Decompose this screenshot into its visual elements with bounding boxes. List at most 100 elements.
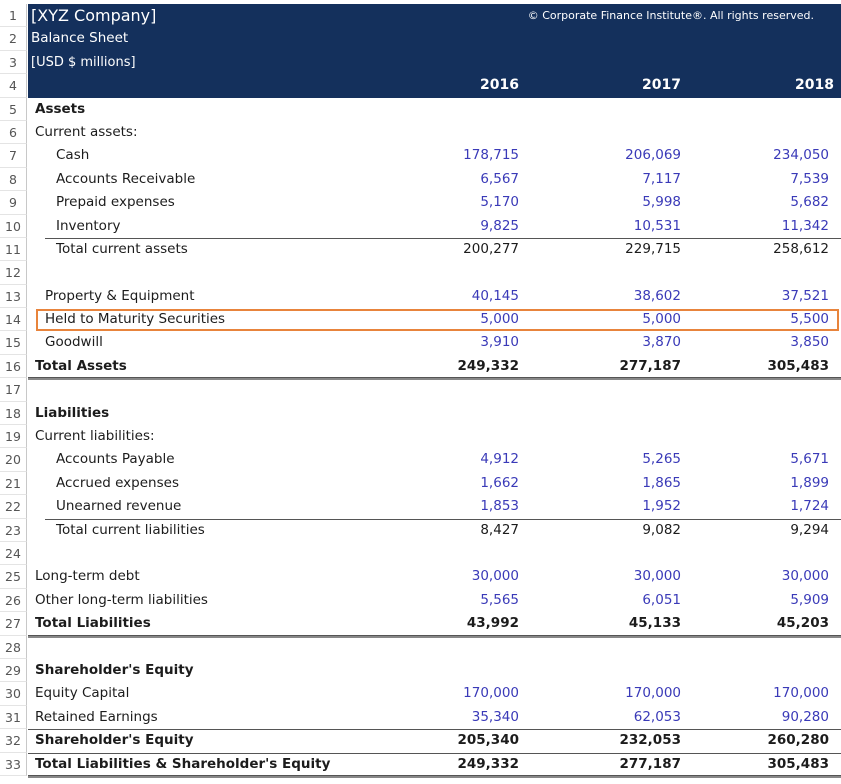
row-label[interactable]: Long-term debt: [35, 568, 140, 585]
value-2016[interactable]: 8,427: [480, 521, 519, 538]
row-number[interactable]: 14: [0, 308, 27, 332]
row-label[interactable]: Property & Equipment: [45, 287, 195, 304]
row-number[interactable]: 6: [0, 120, 27, 145]
row-label[interactable]: Equity Capital: [35, 685, 130, 702]
value-2018[interactable]: 90,280: [781, 708, 829, 725]
row-label[interactable]: Current assets:: [35, 123, 138, 140]
row-number[interactable]: 33: [0, 752, 27, 776]
value-2018[interactable]: 170,000: [773, 685, 829, 702]
row-number[interactable]: 17: [0, 378, 27, 402]
value-2018[interactable]: 258,612: [773, 240, 829, 257]
row-number[interactable]: 4: [0, 74, 27, 98]
row-label[interactable]: Total current assets: [56, 240, 188, 257]
row-label[interactable]: Held to Maturity Securities: [45, 311, 226, 328]
value-2017[interactable]: 170,000: [625, 685, 681, 702]
value-2017[interactable]: 3,870: [642, 334, 681, 351]
row-number[interactable]: 26: [0, 588, 27, 613]
value-2017[interactable]: 1,865: [642, 474, 681, 491]
value-2017[interactable]: 277,187: [619, 357, 682, 374]
value-2016[interactable]: 170,000: [463, 685, 519, 702]
row-label[interactable]: Current liabilities:: [35, 428, 155, 445]
row-label[interactable]: Total current liabilities: [56, 521, 205, 538]
row-number[interactable]: 3: [0, 50, 27, 75]
value-2016[interactable]: 43,992: [466, 615, 519, 632]
row-number[interactable]: 28: [0, 635, 27, 659]
value-2018[interactable]: 5,500: [790, 311, 829, 328]
row-number[interactable]: 20: [0, 448, 27, 472]
row-number[interactable]: 11: [0, 237, 27, 262]
row-label[interactable]: Cash: [56, 147, 90, 164]
row-label[interactable]: Goodwill: [45, 334, 103, 351]
row-number[interactable]: 30: [0, 682, 27, 706]
value-2016[interactable]: 205,340: [457, 732, 520, 749]
row-number[interactable]: 5: [0, 97, 27, 121]
row-number[interactable]: 25: [0, 565, 27, 589]
value-2016[interactable]: 9,825: [480, 217, 519, 234]
value-2016[interactable]: 178,715: [463, 147, 519, 164]
row-number[interactable]: 18: [0, 401, 27, 426]
row-number[interactable]: 16: [0, 354, 27, 379]
row-number[interactable]: 19: [0, 425, 27, 449]
row-number[interactable]: 15: [0, 331, 27, 355]
row-number[interactable]: 32: [0, 729, 27, 753]
value-2018[interactable]: 37,521: [781, 287, 829, 304]
value-2016[interactable]: 6,567: [480, 170, 519, 187]
value-2016[interactable]: 40,145: [471, 287, 519, 304]
row-label[interactable]: Total Liabilities & Shareholder's Equity: [35, 755, 331, 772]
value-2016[interactable]: 1,662: [480, 474, 519, 491]
row-label[interactable]: Total Liabilities: [35, 615, 151, 632]
row-number[interactable]: 12: [0, 261, 27, 285]
row-label[interactable]: Prepaid expenses: [56, 194, 175, 211]
row-number[interactable]: 7: [0, 144, 27, 168]
value-2017[interactable]: 38,602: [633, 287, 681, 304]
row-label[interactable]: Shareholder's Equity: [35, 661, 194, 678]
value-2016[interactable]: 30,000: [471, 568, 519, 585]
value-2018[interactable]: 9,294: [790, 521, 829, 538]
row-label[interactable]: Total Assets: [35, 357, 127, 374]
value-2017[interactable]: 1,952: [642, 498, 681, 515]
value-2017[interactable]: 10,531: [633, 217, 681, 234]
row-label[interactable]: Other long-term liabilities: [35, 591, 208, 608]
row-number[interactable]: 10: [0, 214, 27, 238]
value-2017[interactable]: 30,000: [633, 568, 681, 585]
value-2017[interactable]: 62,053: [633, 708, 681, 725]
value-2016[interactable]: 249,332: [457, 357, 520, 374]
value-2018[interactable]: 305,483: [767, 755, 830, 772]
row-label[interactable]: Shareholder's Equity: [35, 732, 194, 749]
value-2017[interactable]: 229,715: [625, 240, 681, 257]
value-2017[interactable]: 206,069: [625, 147, 681, 164]
value-2017[interactable]: 9,082: [642, 521, 681, 538]
row-number[interactable]: 8: [0, 167, 27, 192]
row-number[interactable]: 13: [0, 284, 27, 309]
value-2017[interactable]: 45,133: [628, 615, 681, 632]
value-2016[interactable]: 3,910: [480, 334, 519, 351]
row-label[interactable]: Retained Earnings: [35, 708, 158, 725]
value-2017[interactable]: 277,187: [619, 755, 682, 772]
value-2018[interactable]: 5,909: [790, 591, 829, 608]
value-2018[interactable]: 3,850: [790, 334, 829, 351]
row-number[interactable]: 31: [0, 705, 27, 730]
value-2016[interactable]: 5,170: [480, 194, 519, 211]
row-number[interactable]: 1: [0, 4, 27, 28]
value-2016[interactable]: 4,912: [480, 451, 519, 468]
value-2018[interactable]: 5,671: [790, 451, 829, 468]
row-number[interactable]: 29: [0, 658, 27, 683]
value-2018[interactable]: 234,050: [773, 147, 829, 164]
row-label[interactable]: Accounts Receivable: [56, 170, 196, 187]
value-2016[interactable]: 5,000: [480, 311, 519, 328]
value-2017[interactable]: 5,000: [642, 311, 681, 328]
value-2017[interactable]: 6,051: [642, 591, 681, 608]
value-2018[interactable]: 260,280: [767, 732, 830, 749]
row-label[interactable]: Accounts Payable: [56, 451, 175, 468]
row-number[interactable]: 22: [0, 495, 27, 519]
value-2016[interactable]: 35,340: [471, 708, 519, 725]
value-2017[interactable]: 5,998: [642, 194, 681, 211]
value-2018[interactable]: 305,483: [767, 357, 830, 374]
value-2016[interactable]: 200,277: [463, 240, 519, 257]
row-number[interactable]: 27: [0, 612, 27, 636]
row-label[interactable]: Assets: [35, 100, 86, 117]
value-2018[interactable]: 11,342: [781, 217, 829, 234]
row-number[interactable]: 23: [0, 518, 27, 542]
value-2018[interactable]: 1,899: [790, 474, 829, 491]
value-2018[interactable]: 45,203: [776, 615, 829, 632]
